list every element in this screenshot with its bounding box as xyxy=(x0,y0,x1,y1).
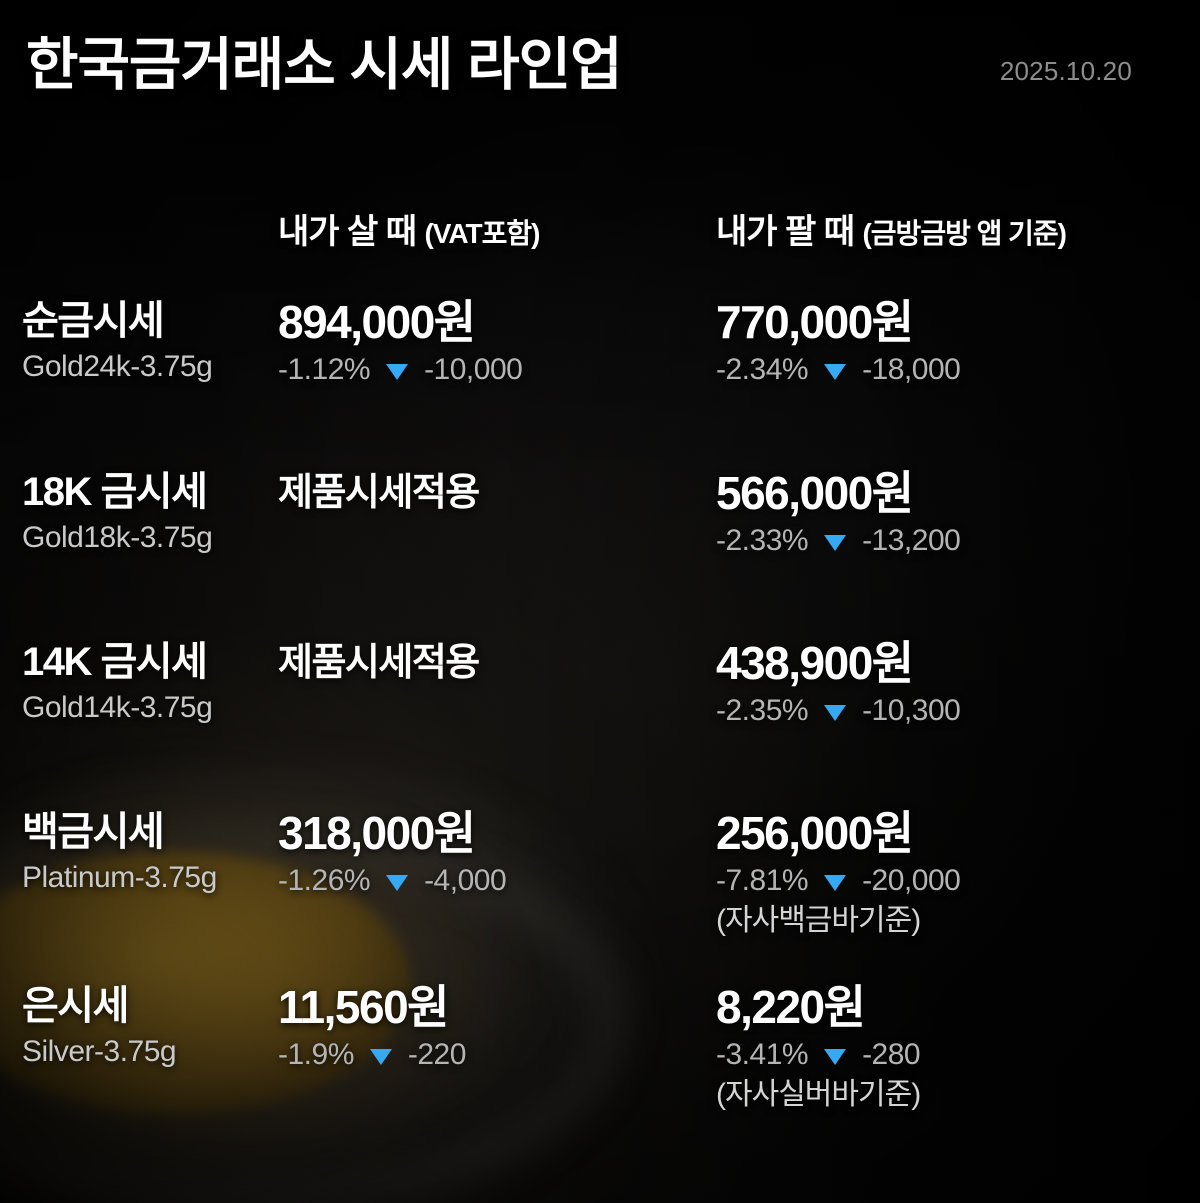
sell-change-percent: -2.33% xyxy=(716,524,809,557)
sell-change-amount: -10,300 xyxy=(862,694,961,727)
buy-change-percent: -1.12% xyxy=(278,353,371,386)
buy-price-change: -1.9% -220 xyxy=(278,1036,698,1074)
sell-price-change: -2.35% -10,300 xyxy=(716,692,1186,730)
metal-spec: Gold18k-3.75g xyxy=(22,521,213,554)
buy-price-value: 제품시세적용 xyxy=(278,642,480,684)
sell-price-change: -3.41% -280 xyxy=(716,1036,1186,1074)
triangle-down-icon xyxy=(386,875,409,891)
column-header-buy: 내가 살 때 (VAT포함) xyxy=(278,204,540,253)
triangle-down-icon xyxy=(824,705,847,721)
sell-change-percent: -2.35% xyxy=(716,694,809,727)
metal-label: 18K 금시세 Gold18k-3.75g xyxy=(22,466,274,558)
buy-price-cell: 제품시세적용 xyxy=(278,636,698,690)
buy-price-change: -1.12% -10,000 xyxy=(278,351,698,389)
buy-price-value: 11,560원 xyxy=(278,981,449,1033)
column-header-buy-main: 내가 살 때 xyxy=(278,213,417,251)
sell-price-value: 438,900원 xyxy=(716,637,914,689)
column-headers: 내가 살 때 (VAT포함) 내가 팔 때 (금방금방 앱 기준) xyxy=(0,204,1200,258)
sell-price-value: 256,000원 xyxy=(716,807,914,859)
buy-change-percent: -1.9% xyxy=(278,1038,354,1071)
sell-price-basis: (자사백금바기준) xyxy=(716,904,921,937)
metal-spec: Silver-3.75g xyxy=(22,1035,177,1068)
buy-change-amount: -10,000 xyxy=(424,353,523,386)
sell-price-change: -2.34% -18,000 xyxy=(716,351,1186,389)
triangle-down-icon xyxy=(824,535,847,551)
metal-label: 은시세 Silver-3.75g xyxy=(22,980,274,1072)
sell-price-change: -7.81% -20,000 xyxy=(716,862,1186,900)
sell-change-amount: -18,000 xyxy=(862,353,961,386)
triangle-down-icon xyxy=(369,1049,392,1065)
buy-price-change: -1.26% -4,000 xyxy=(278,862,698,900)
sell-change-amount: -13,200 xyxy=(862,524,961,557)
metal-label: 순금시세 Gold24k-3.75g xyxy=(22,295,274,387)
sell-price-cell: 8,220원 -3.41% -280 (자사실버바기준) xyxy=(716,980,1186,1116)
sell-price-basis: (자사실버바기준) xyxy=(716,1078,921,1111)
buy-change-amount: -220 xyxy=(407,1038,467,1071)
triangle-down-icon xyxy=(824,1049,847,1065)
sell-change-amount: -280 xyxy=(862,1038,921,1071)
column-header-sell-note: (금방금방 앱 기준) xyxy=(862,218,1067,249)
buy-change-amount: -4,000 xyxy=(424,864,507,897)
sell-price-cell: 438,900원 -2.35% -10,300 xyxy=(716,636,1186,730)
sell-price-cell: 566,000원 -2.33% -13,200 xyxy=(716,466,1186,560)
column-header-sell: 내가 팔 때 (금방금방 앱 기준) xyxy=(716,204,1067,253)
metal-spec: Platinum-3.75g xyxy=(22,861,217,894)
sell-price-cell: 770,000원 -2.34% -18,000 xyxy=(716,295,1186,389)
buy-price-value: 894,000원 xyxy=(278,296,476,348)
metal-label: 14K 금시세 Gold14k-3.75g xyxy=(22,636,274,728)
sell-price-change: -2.33% -13,200 xyxy=(716,522,1186,560)
metal-name: 백금시세 xyxy=(22,810,165,854)
triangle-down-icon xyxy=(386,364,409,380)
buy-price-value: 제품시세적용 xyxy=(278,472,480,514)
buy-price-cell: 894,000원 -1.12% -10,000 xyxy=(278,295,698,389)
sell-change-percent: -2.34% xyxy=(716,353,809,386)
metal-label: 백금시세 Platinum-3.75g xyxy=(22,806,274,898)
sell-change-percent: -3.41% xyxy=(716,1038,809,1071)
sell-change-percent: -7.81% xyxy=(716,864,809,897)
metal-name: 순금시세 xyxy=(22,299,165,343)
sell-price-cell: 256,000원 -7.81% -20,000 (자사백금바기준) xyxy=(716,806,1186,942)
buy-price-cell: 318,000원 -1.26% -4,000 xyxy=(278,806,698,900)
metal-name: 은시세 xyxy=(22,984,129,1028)
sell-price-value: 566,000원 xyxy=(716,467,914,519)
page-title: 한국금거래소 시세 라인업 xyxy=(26,33,623,97)
triangle-down-icon xyxy=(824,875,847,891)
buy-price-value: 318,000원 xyxy=(278,807,476,859)
header: 한국금거래소 시세 라인업 2025.10.20 xyxy=(0,0,1200,150)
buy-change-percent: -1.26% xyxy=(278,864,371,897)
sell-price-value: 770,000원 xyxy=(716,296,914,348)
metal-name: 14K 금시세 xyxy=(22,640,208,684)
metal-spec: Gold24k-3.75g xyxy=(22,350,213,383)
metal-name: 18K 금시세 xyxy=(22,470,208,514)
buy-price-cell: 11,560원 -1.9% -220 xyxy=(278,980,698,1074)
triangle-down-icon xyxy=(824,364,847,380)
column-header-buy-note: (VAT포함) xyxy=(424,218,540,249)
sell-change-amount: -20,000 xyxy=(862,864,961,897)
quote-date: 2025.10.20 xyxy=(999,56,1132,86)
column-header-sell-main: 내가 팔 때 xyxy=(716,213,855,251)
metal-spec: Gold14k-3.75g xyxy=(22,691,213,724)
sell-price-value: 8,220원 xyxy=(716,981,866,1033)
buy-price-cell: 제품시세적용 xyxy=(278,466,698,520)
